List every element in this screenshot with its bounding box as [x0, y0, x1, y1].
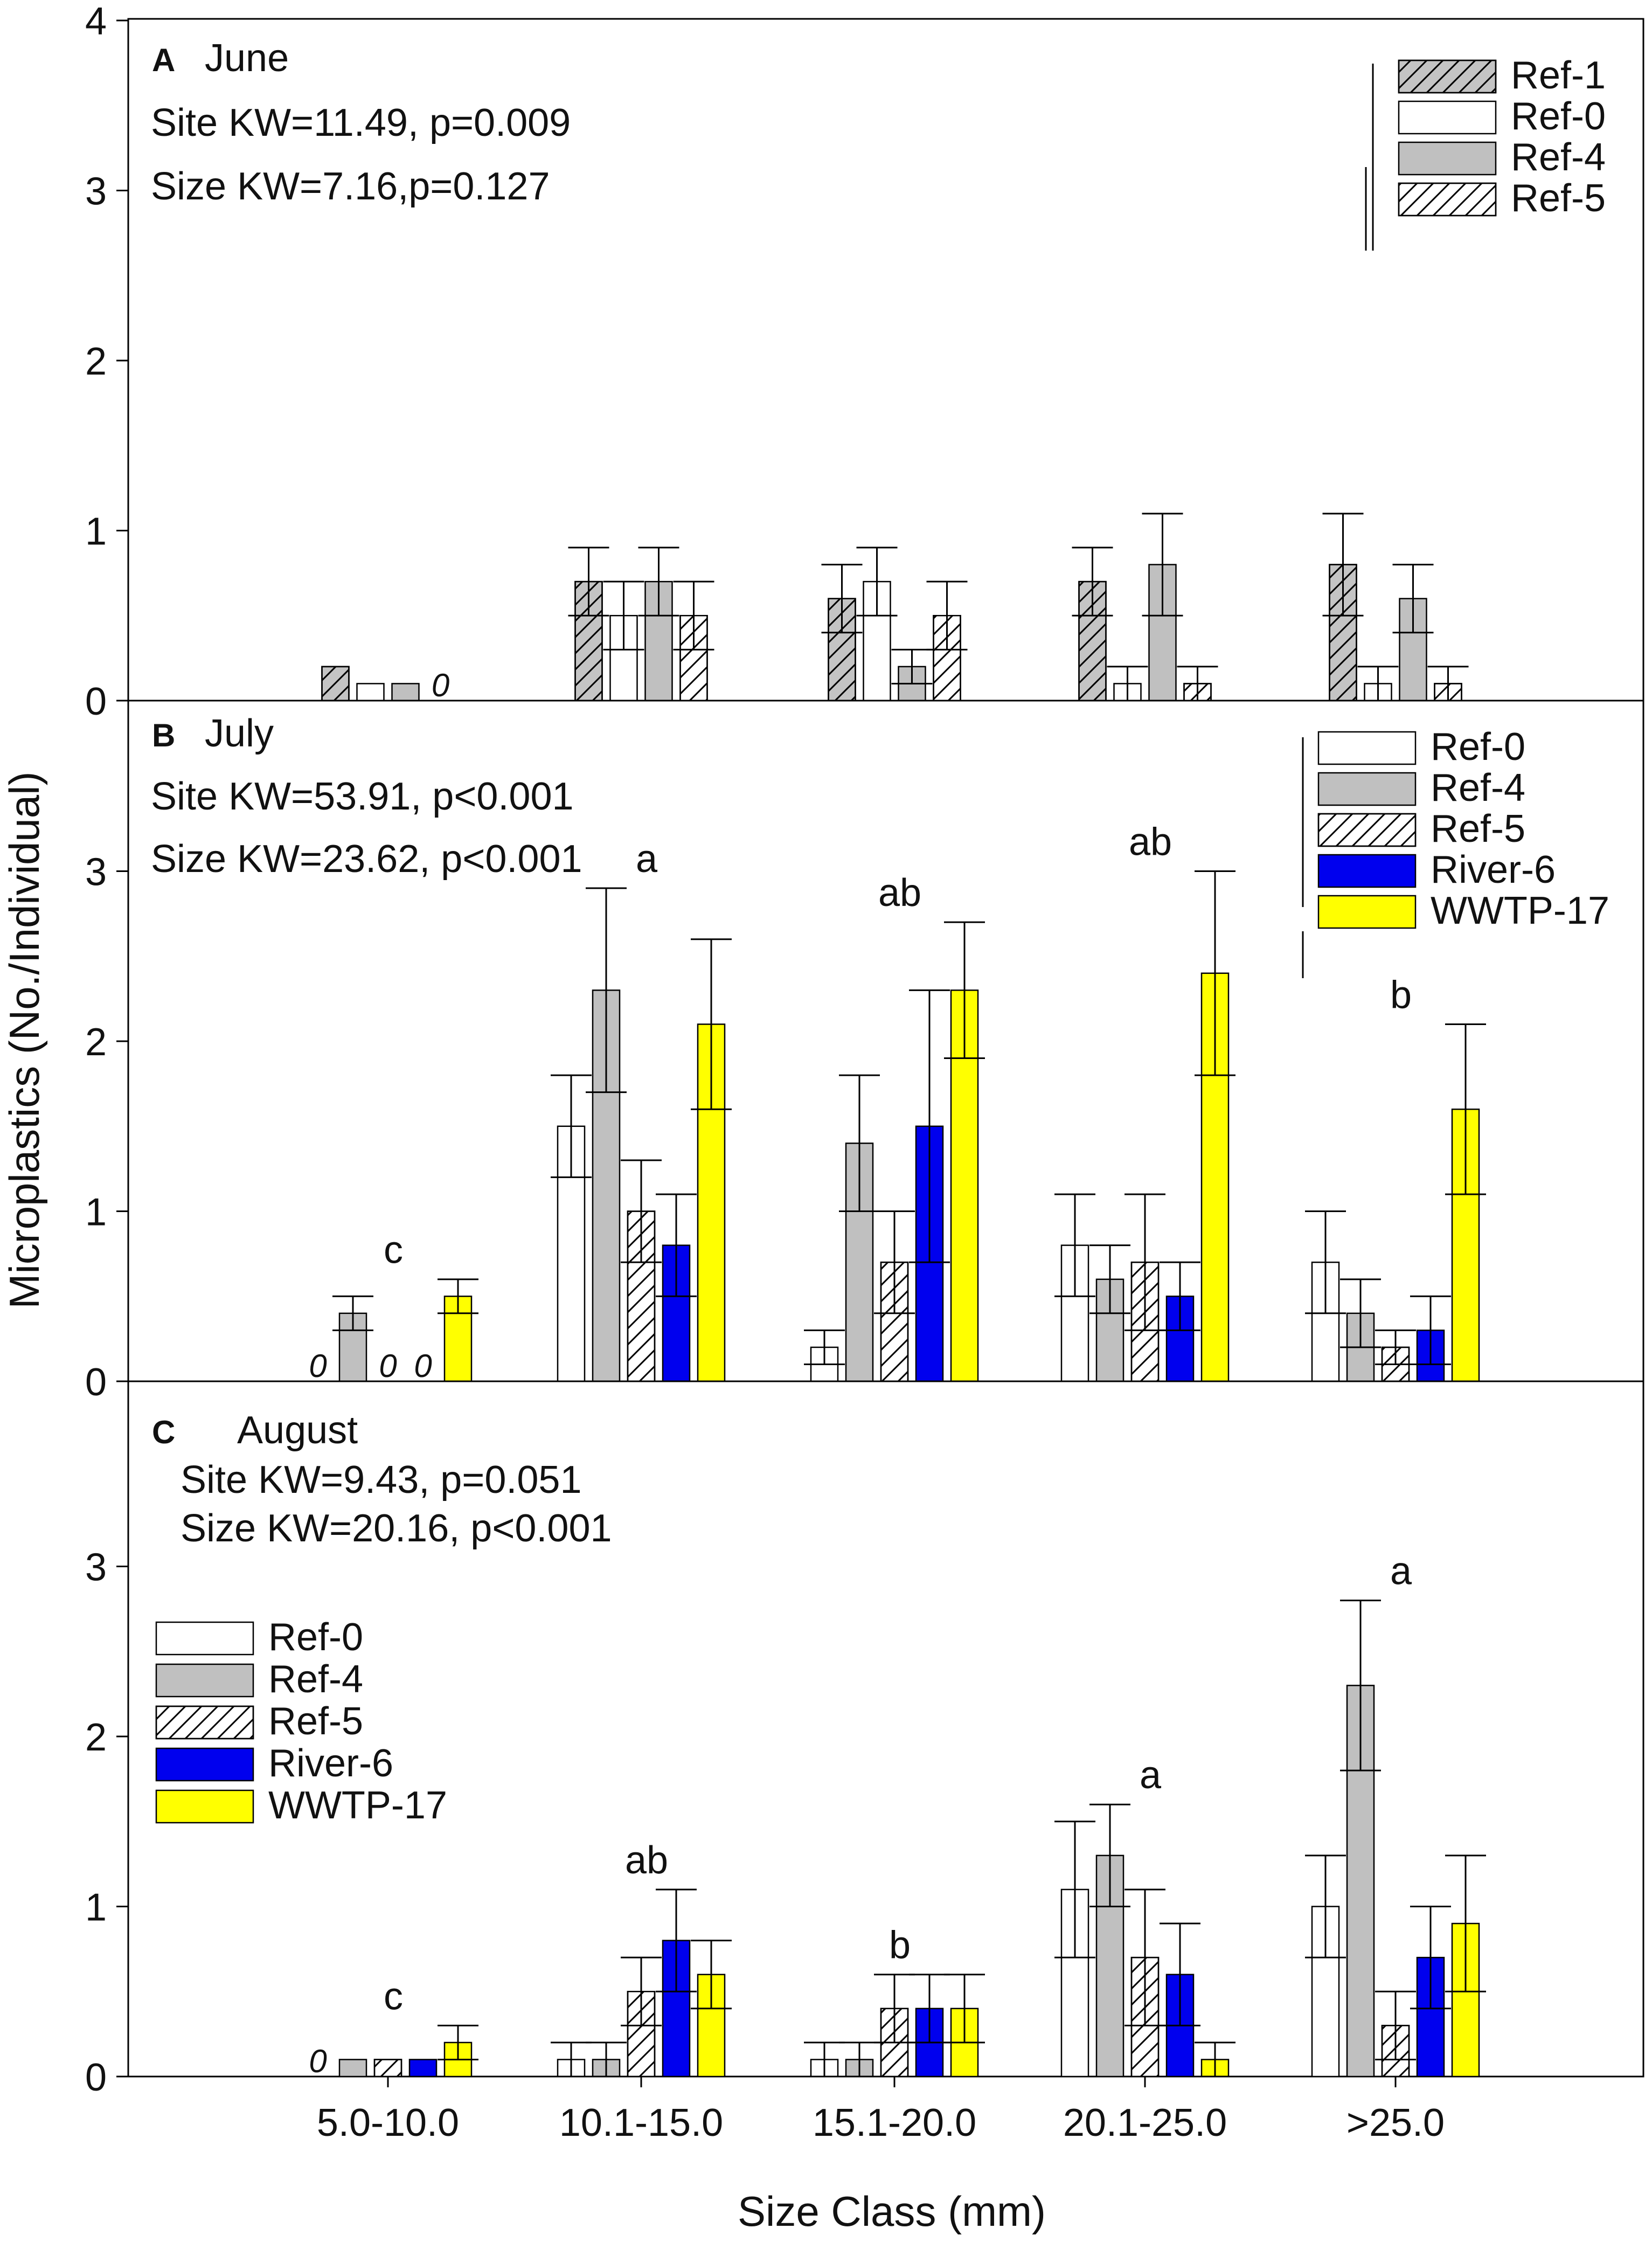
legend-label: River-6 [1431, 848, 1556, 891]
panel-title: July [205, 712, 274, 755]
x-tick-label: 20.1-25.0 [1063, 2101, 1227, 2144]
y-tick-label: 2 [85, 1021, 107, 1064]
y-tick-label: 1 [85, 510, 107, 553]
y-axis-label: Microplastics (No./Individual) [1, 772, 48, 1309]
panel-letter: A [152, 42, 175, 78]
significance-letter: a [636, 838, 658, 881]
legend-label: Ref-0 [1511, 95, 1606, 138]
legend-label: River-6 [268, 1742, 393, 1785]
y-tick-label: 1 [85, 1886, 107, 1929]
x-tick-label: 5.0-10.0 [317, 2101, 459, 2144]
bar [1399, 598, 1427, 702]
y-tick-label: 1 [85, 1191, 107, 1234]
y-tick-label: 4 [85, 0, 107, 43]
legend-label: Ref-5 [268, 1700, 363, 1743]
panel-letter: C [152, 1414, 175, 1450]
zero-label: 0 [432, 667, 449, 703]
y-tick-label: 2 [85, 1716, 107, 1759]
bar [1311, 1906, 1340, 2078]
y-tick-label: 0 [85, 680, 107, 723]
legend-label: WWTP-17 [268, 1784, 447, 1827]
zero-label: 0 [309, 2043, 327, 2079]
significance-letter: c [384, 1229, 403, 1272]
significance-letter: b [1390, 973, 1412, 1016]
legend-swatch [1317, 854, 1417, 888]
x-tick-label: >25.0 [1346, 2101, 1445, 2144]
x-axis-label: Size Class (mm) [738, 2188, 1046, 2235]
panel-stats: Site KW=53.91, p<0.001 [151, 775, 574, 818]
bar-hatch [373, 2059, 402, 2078]
significance-letter: ab [625, 1839, 668, 1882]
legend-label: Ref-4 [1511, 136, 1606, 179]
panel-stats: Site KW=11.49, p=0.009 [151, 101, 571, 144]
legend-swatch-hatch [155, 1705, 254, 1740]
zero-label: 0 [379, 1348, 397, 1384]
legend-swatch [1317, 731, 1417, 765]
bar [408, 2059, 438, 2078]
significance-letter: b [889, 1924, 911, 1967]
legend-swatch-hatch [1398, 182, 1497, 217]
panel-stats: Site KW=9.43, p=0.051 [181, 1458, 582, 1501]
legend-label: Ref-0 [268, 1616, 363, 1659]
legend-swatch [155, 1663, 254, 1698]
bar [356, 683, 385, 702]
panel-title: June [205, 37, 289, 80]
bar [338, 2059, 367, 2078]
significance-letter: a [1390, 1550, 1412, 1593]
legend-label: Ref-1 [1511, 54, 1606, 97]
legend-swatch [155, 1789, 254, 1824]
legend-swatch [1398, 100, 1497, 135]
legend-label: Ref-5 [1431, 807, 1525, 850]
panel-stats: Size KW=20.16, p<0.001 [181, 1507, 612, 1550]
legend-label: Ref-0 [1431, 725, 1525, 769]
zero-label: 0 [309, 1348, 327, 1384]
bar [391, 683, 420, 702]
legend-swatch-hatch [1398, 59, 1497, 94]
legend-swatch [1317, 772, 1417, 806]
panel-stats: Size KW=7.16,p=0.127 [151, 165, 550, 208]
y-tick-label: 3 [85, 851, 107, 894]
significance-letter: ab [1129, 821, 1172, 864]
legend-swatch [1317, 895, 1417, 929]
x-tick-label: 15.1-20.0 [813, 2101, 976, 2144]
significance-letter: ab [878, 871, 921, 915]
panel-stats: Size KW=23.62, p<0.001 [151, 838, 582, 881]
significance-letter: a [1140, 1754, 1162, 1797]
zero-label: 0 [414, 1348, 432, 1384]
y-tick-label: 3 [85, 1546, 107, 1589]
y-tick-label: 0 [85, 2056, 107, 2099]
legend-swatch-hatch [1317, 813, 1417, 847]
panel-title: August [237, 1409, 358, 1452]
x-tick-label: 10.1-15.0 [559, 2101, 723, 2144]
panel-letter: B [152, 717, 175, 753]
legend-swatch [155, 1621, 254, 1656]
legend-label: Ref-4 [1431, 766, 1525, 809]
legend-label: Ref-5 [1511, 177, 1606, 220]
y-tick-label: 3 [85, 170, 107, 213]
legend-swatch [1398, 141, 1497, 176]
legend-label: WWTP-17 [1431, 889, 1609, 932]
y-tick-label: 2 [85, 340, 107, 383]
legend-label: Ref-4 [268, 1658, 363, 1701]
y-tick-label: 0 [85, 1361, 107, 1404]
legend-swatch [155, 1747, 254, 1782]
significance-letter: c [384, 1975, 403, 2018]
bar-hatch [321, 666, 350, 702]
